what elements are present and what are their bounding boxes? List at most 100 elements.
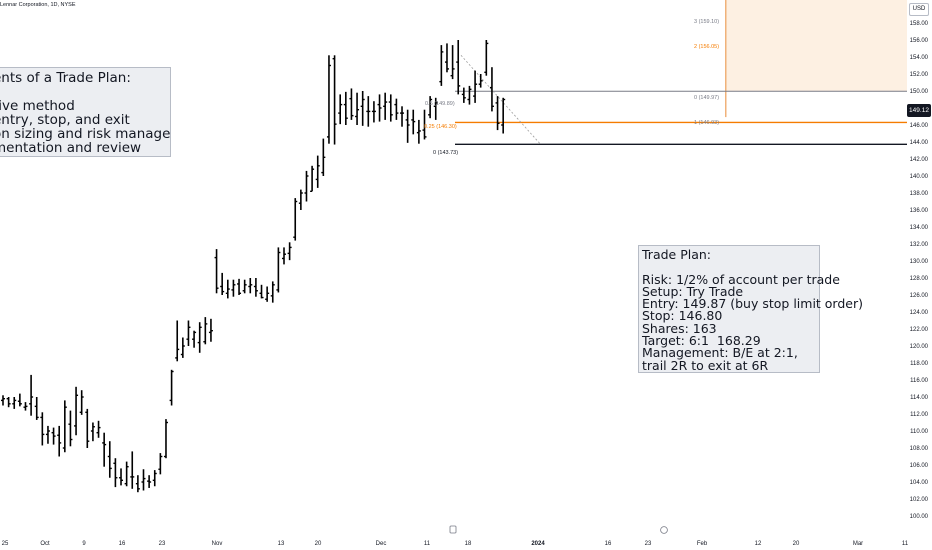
ohlc-bar [130,451,135,489]
trade-plan-line: Shares: 163 [642,320,717,336]
fib-right-label: 3 (159.10) [694,19,720,25]
ohlc-bar [489,67,494,112]
ohlc-bar [57,425,62,457]
ohlc-bar [90,422,95,442]
fib-right-label: 2 (156.05) [694,44,720,50]
price-tick-label: 134.00 [910,225,929,231]
ohlc-bar [208,318,213,342]
ohlc-bar [388,94,393,122]
ohlc-bar [366,96,371,127]
time-tick-label: 13 [278,541,285,547]
ohlc-bar [169,369,174,406]
ohlc-bar [298,189,303,210]
ohlc-bar [332,55,337,145]
ohlc-bar [180,337,185,358]
ohlc-bar [152,470,157,487]
ohlc-bar [163,419,168,459]
price-tick-label: 132.00 [910,242,929,248]
price-tick-label: 140.00 [910,174,929,180]
ohlc-bar [1,395,5,406]
price-tick-label: 126.00 [910,293,929,299]
ohlc-bar [450,45,455,80]
price-tick-label: 130.00 [910,259,929,265]
ohlc-bar [315,155,320,188]
price-tick-label: 158.00 [910,21,929,27]
price-tick-label: 128.00 [910,276,929,282]
dividend-icon[interactable] [660,526,668,534]
ohlc-bar [287,242,292,261]
ohlc-bar [439,45,444,86]
ohlc-bar [62,400,67,453]
ohlc-bar [276,247,281,293]
ohlc-bar [225,279,230,299]
price-tick-label: 144.00 [910,140,929,146]
ohlc-bar [444,43,449,73]
ohlc-bar [467,85,472,105]
time-tick-label: Nov [212,541,223,547]
ohlc-bar [338,94,343,125]
ohlc-bar [107,441,112,478]
ohlc-bar [433,97,438,120]
time-tick-label: 11 [902,541,909,547]
price-tick-label: 142.00 [910,157,929,163]
fib-right-label: 0 (149.97) [694,95,720,101]
price-tick-label: 138.00 [910,191,929,197]
trade-plan-line: Management: B/E at 2:1, [642,345,798,361]
ohlc-bar [192,330,197,348]
ohlc-bar [34,397,39,420]
ohlc-bar [135,475,140,493]
ohlc-bar [102,432,107,467]
ohlc-bar [203,317,208,345]
time-axis[interactable]: 25 Oct 9 16 23 Nov 13 20 Dec 11 18 2024 16 23 Feb 12 20 M… [2,525,909,547]
price-tick-label: 116.00 [910,378,929,384]
ohlc-bar [310,165,315,193]
trade-plan-line: trail 2R to exit at 6R [642,357,769,373]
ohlc-bar [473,70,478,103]
fib-right-label: 1 (146.93) [694,120,720,126]
trade-plan-note[interactable]: Trade Plan: Risk: 1/2% of account per tr… [638,245,863,373]
time-tick-label: 25 [2,541,9,547]
price-tick-label: 118.00 [910,361,929,367]
currency-button[interactable]: USD [909,3,929,16]
ohlc-bar [214,249,219,294]
fib-left-label: 0.25 (146.30) [424,124,457,130]
price-tick-label: 150.00 [910,89,929,95]
trade-plan-elements-line: entry, stop, and exit [0,112,130,128]
ohlc-bar [186,320,191,346]
ohlc-bar [422,109,427,140]
ohlc-bar [51,427,56,445]
ohlc-bar [231,279,236,297]
calendar-icon[interactable] [449,525,457,534]
ohlc-bar [270,281,275,303]
ohlc-bar [495,96,500,131]
ohlc-bar [248,278,253,294]
price-tick-label: 120.00 [910,344,929,350]
ohlc-bar [349,88,354,120]
ohlc-bar [293,198,298,241]
time-tick-label: 12 [755,541,762,547]
ohlc-bar [29,374,34,416]
ohlc-bar [428,96,433,119]
ohlc-bar [383,92,388,120]
price-tick-label: 100.00 [910,514,929,520]
price-tick-label: 112.00 [910,412,929,418]
trade-plan-elements-line: tive method [0,98,75,114]
ohlc-bar [158,453,163,475]
ohlc-bar [85,408,90,448]
price-axis[interactable]: 100.00 102.00 104.00 106.00 108.00 110.00 112.… [910,4,929,520]
chart-header: Lennar Corporation, 1D, NYSE [0,2,76,8]
trade-plan-elements-note[interactable]: ents of a Trade Plan: tive method entry, … [0,67,171,157]
ohlc-bar [416,119,421,144]
ohlc-bar [45,425,50,444]
ohlc-bar [456,40,461,95]
ohlc-bar [282,247,286,265]
ohlc-bar [321,138,326,176]
price-tick-label: 108.00 [910,446,929,452]
time-tick-label: 9 [82,541,86,547]
time-tick-label: 2024 [531,541,545,547]
calendar-icon-frame [449,525,457,534]
price-tick-label: 136.00 [910,208,929,214]
price-tick-label: 110.00 [910,429,929,435]
ohlc-bar [371,101,376,123]
